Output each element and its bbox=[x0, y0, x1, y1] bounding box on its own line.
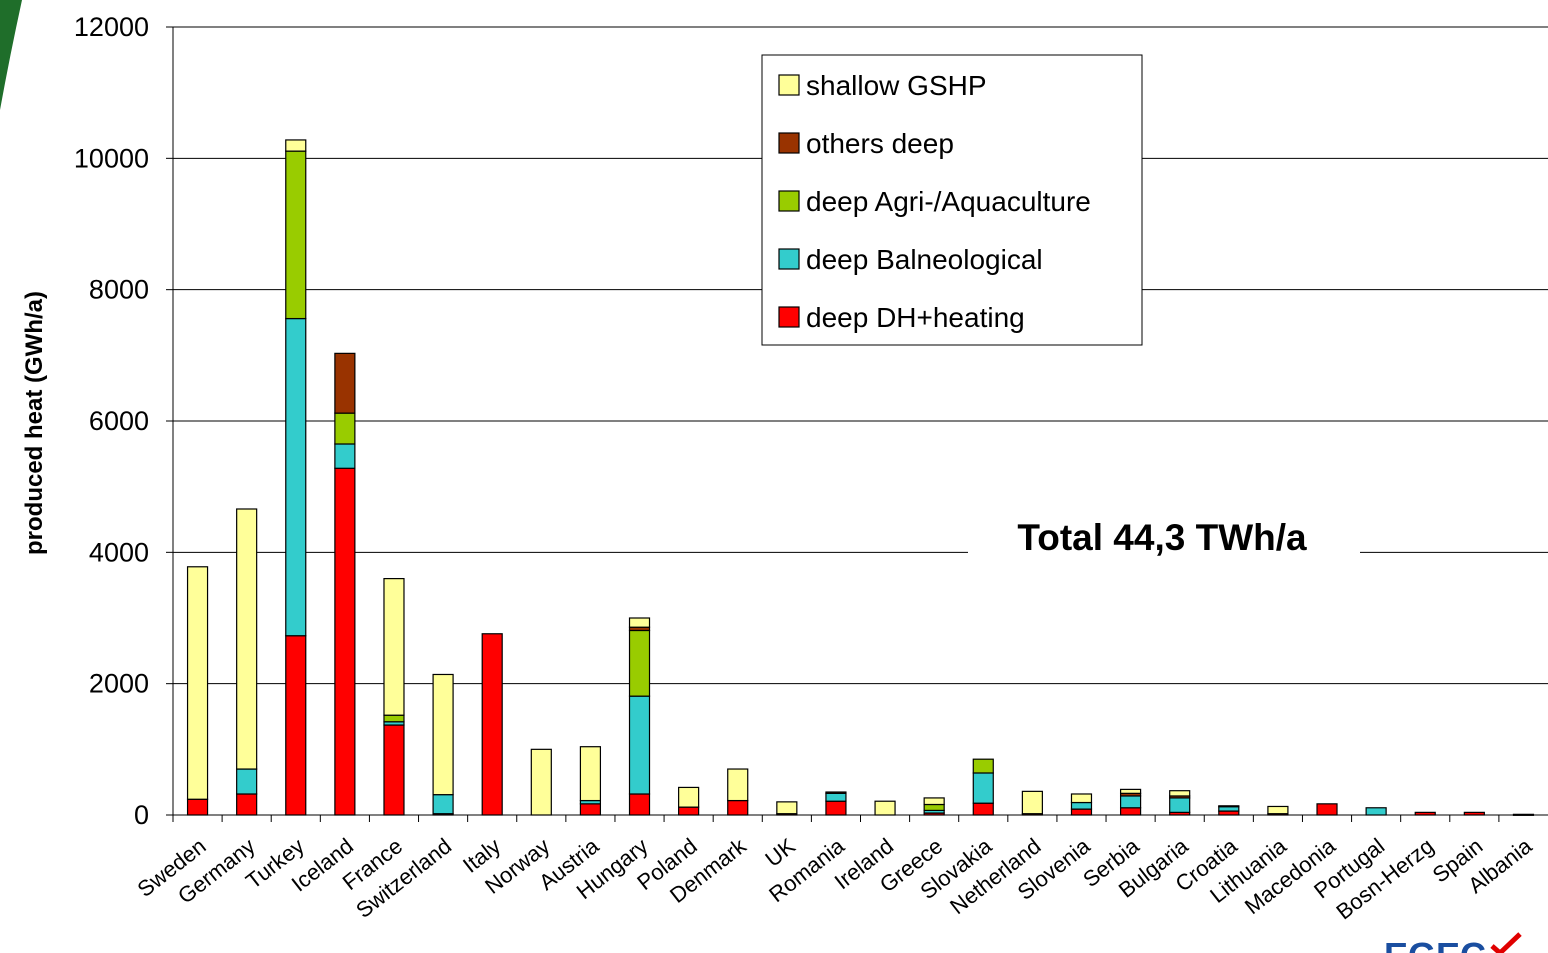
bar-segment-deep-agri-aquaculture-hungary bbox=[628, 629, 651, 697]
bar-segment-deep-balneological-slovakia bbox=[972, 772, 994, 804]
legend-swatch bbox=[778, 74, 800, 96]
y-tick-label: 12000 bbox=[74, 12, 149, 42]
y-tick-label: 0 bbox=[134, 800, 149, 830]
annotation-background bbox=[968, 512, 1360, 566]
legend: shallow GSHP others deep deep Agri-/Aquacu… bbox=[761, 54, 1143, 346]
y-axis: 0 2000 4000 6000 8000 10000 12000 bbox=[74, 12, 174, 830]
legend-label: deep DH+heating bbox=[806, 302, 1025, 333]
bar-segment-deep-dh-heating-serbia bbox=[1119, 807, 1142, 816]
bar-segment-shallow-gshp-hungary bbox=[628, 617, 651, 628]
y-tick-label: 6000 bbox=[89, 406, 149, 436]
bar-segment-deep-dh-heating-macedonia bbox=[1316, 803, 1338, 816]
corner-decoration bbox=[0, 0, 22, 110]
bar-segment-deep-dh-heating-italy bbox=[481, 633, 503, 816]
legend-label: shallow GSHP bbox=[806, 70, 987, 101]
bar-segment-deep-agri-aquaculture-iceland bbox=[334, 412, 356, 445]
legend-label: deep Agri-/Aquaculture bbox=[806, 186, 1091, 217]
bar-segment-deep-dh-heating-turkey bbox=[285, 635, 307, 816]
bar-segment-shallow-gshp-sweden bbox=[186, 566, 209, 800]
legend-swatch bbox=[778, 190, 800, 212]
bar-segment-shallow-gshp-slovenia bbox=[1070, 793, 1093, 804]
bar-segment-deep-dh-heating-austria bbox=[579, 803, 602, 816]
bar-segment-deep-dh-heating-romania bbox=[825, 800, 847, 816]
bar-segment-deep-dh-heating-slovakia bbox=[972, 802, 994, 816]
bar-segment-deep-dh-heating-iceland bbox=[334, 467, 356, 816]
bar-segment-shallow-gshp-netherland bbox=[1021, 790, 1043, 815]
bar-segment-shallow-gshp-serbia bbox=[1119, 788, 1142, 794]
legend-swatch bbox=[778, 248, 800, 270]
bar-segment-shallow-gshp-ireland bbox=[874, 800, 896, 816]
x-axis: SwedenGermanyTurkeyIcelandFranceSwitzerl… bbox=[133, 814, 1548, 924]
y-tick-label: 10000 bbox=[74, 143, 149, 173]
bar-segment-shallow-gshp-france bbox=[383, 577, 405, 716]
bar-segment-deep-dh-heating-hungary bbox=[628, 793, 651, 816]
bar-segment-deep-dh-heating-slovenia bbox=[1070, 808, 1093, 816]
bar-segment-deep-agri-aquaculture-turkey bbox=[285, 150, 307, 320]
legend-swatch bbox=[778, 132, 800, 154]
bar-segment-deep-agri-aquaculture-slovakia bbox=[972, 758, 994, 774]
bar-segment-deep-balneological-slovenia bbox=[1070, 801, 1093, 810]
bar-segment-deep-dh-heating-france bbox=[383, 724, 405, 816]
total-annotation: Total 44,3 TWh/a bbox=[1017, 517, 1307, 558]
bar-segment-others-deep-romania bbox=[825, 791, 847, 794]
bar-segment-shallow-gshp-denmark bbox=[727, 768, 749, 802]
checkmark-icon bbox=[1490, 932, 1522, 953]
bar-segment-shallow-gshp-croatia bbox=[1218, 805, 1240, 808]
bar-segment-deep-agri-aquaculture-france bbox=[383, 714, 405, 723]
bar-segment-shallow-gshp-uk bbox=[776, 801, 798, 815]
y-tick-label: 8000 bbox=[89, 275, 149, 305]
bar-segment-shallow-gshp-austria bbox=[579, 746, 602, 802]
bar-segment-deep-dh-heating-sweden bbox=[186, 798, 209, 816]
bar-segment-shallow-gshp-turkey bbox=[285, 139, 307, 152]
bar-segment-shallow-gshp-switzerland bbox=[432, 673, 454, 796]
bar-segment-deep-dh-heating-germany bbox=[236, 793, 258, 816]
bar-segment-others-deep-iceland bbox=[334, 352, 356, 414]
bar-segment-deep-balneological-serbia bbox=[1119, 795, 1142, 809]
bar-segment-shallow-gshp-poland bbox=[678, 786, 700, 808]
bar-segment-shallow-gshp-lithuania bbox=[1267, 805, 1289, 815]
bar-segment-shallow-gshp-bulgaria bbox=[1169, 790, 1191, 797]
bar-segment-deep-dh-heating-poland bbox=[678, 806, 700, 816]
bar-segment-deep-balneological-turkey bbox=[285, 317, 307, 637]
legend-label: others deep bbox=[806, 128, 954, 159]
bar-segment-deep-balneological-romania bbox=[825, 792, 847, 802]
bar-segment-deep-balneological-bulgaria bbox=[1169, 797, 1191, 813]
bar-segment-shallow-gshp-norway bbox=[530, 748, 552, 816]
legend-label: deep Balneological bbox=[806, 244, 1043, 275]
egec-logo: EGEC bbox=[1378, 925, 1548, 953]
bar-segment-deep-balneological-portugal bbox=[1365, 807, 1387, 816]
bars bbox=[186, 139, 1535, 816]
bar-segment-shallow-gshp-greece bbox=[923, 797, 945, 806]
bar-segment-shallow-gshp-germany bbox=[236, 508, 258, 770]
bar-segment-deep-balneological-iceland bbox=[334, 443, 356, 469]
bar-segment-deep-balneological-switzerland bbox=[432, 794, 454, 815]
bar-segment-deep-balneological-hungary bbox=[628, 695, 651, 795]
legend-swatch bbox=[778, 306, 800, 328]
bar-segment-deep-balneological-germany bbox=[236, 768, 258, 795]
y-tick-label: 2000 bbox=[89, 669, 149, 699]
bar-segment-deep-agri-aquaculture-greece bbox=[923, 803, 945, 812]
bar-segment-deep-dh-heating-denmark bbox=[727, 799, 749, 816]
y-axis-label: produced heat (GWh/a) bbox=[21, 291, 48, 555]
y-tick-label: 4000 bbox=[89, 537, 149, 567]
legend-box bbox=[761, 54, 1143, 346]
egec-logo-text: EGEC bbox=[1384, 935, 1486, 953]
